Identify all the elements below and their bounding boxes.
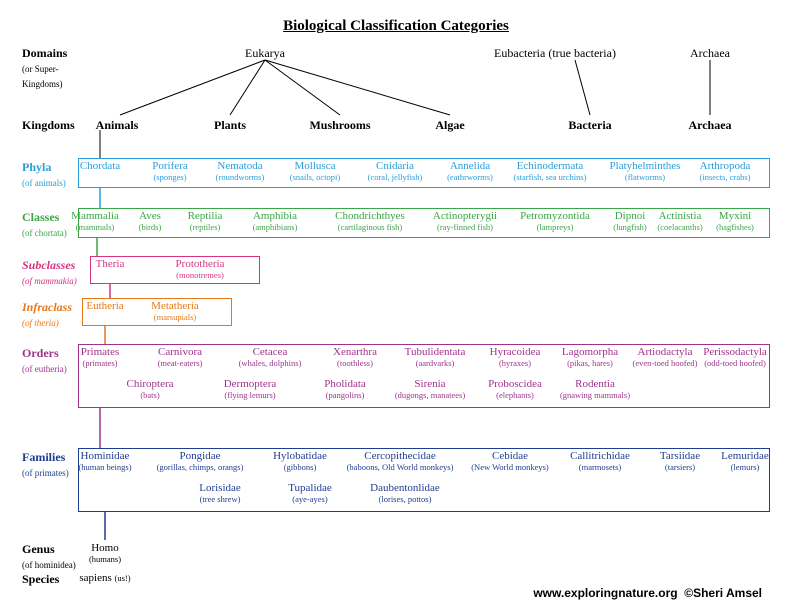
domains-label: Domains(or Super-Kingdoms) [0, 46, 90, 91]
genus-item: Homo(humans) [89, 542, 121, 564]
domain-item-2: Archaea [690, 46, 730, 61]
class-item-9: Myxini(hagfishes) [716, 210, 754, 232]
order-item-3: Xenarthra(toothless) [333, 346, 377, 368]
family-item-7: Lemuridae(lemurs) [721, 450, 769, 472]
family-item-5: Callitrichidae(marmosets) [570, 450, 630, 472]
domain-item-1: Eubacteria (true bacteria) [494, 46, 616, 61]
order-item-b-5: Rodentia(gnawing mammals) [560, 378, 630, 400]
class-item-7: Dipnoi(lungfish) [613, 210, 647, 232]
infraclass-label: Infraclass(of theria) [0, 300, 90, 330]
subclass-item-1: Prototheria(monotremes) [176, 258, 225, 280]
subclass-item-0: Theria [96, 258, 125, 270]
class-item-6: Petromyzontida(lampreys) [520, 210, 590, 232]
page-title: Biological Classification Categories [0, 0, 792, 35]
kingdom-item-1: Plants [214, 118, 246, 133]
family-item-2: Hylobatidae(gibbons) [273, 450, 327, 472]
phylum-item-8: Arthropoda(insects, crabs) [700, 160, 751, 182]
family-item-3: Cercopithecidae(baboons, Old World monke… [347, 450, 454, 472]
family-item-4: Cebidae(New World monkeys) [471, 450, 549, 472]
phylum-item-6: Echinodermata(starfish, sea urchins) [514, 160, 587, 182]
class-item-1: Aves(birds) [139, 210, 162, 232]
class-item-2: Reptilia(reptiles) [188, 210, 223, 232]
order-item-4: Tubulidentata(aardvarks) [405, 346, 466, 368]
order-item-2: Cetacea(whales, dolphins) [239, 346, 302, 368]
order-item-b-3: Sirenia(dugongs, manatees) [395, 378, 465, 400]
family-item-6: Tarsiidae(tarsiers) [660, 450, 700, 472]
order-item-b-0: Chiroptera(bats) [126, 378, 173, 400]
family-item-1: Pongidae(gorillas, chimps, orangs) [157, 450, 244, 472]
kingdoms-label: Kingdoms [0, 118, 90, 133]
order-item-b-2: Pholidata(pangolins) [324, 378, 366, 400]
family-item-b-2: Daubentonlidae(lorises, pottos) [370, 482, 440, 504]
phylum-item-4: Cnidaria(coral, jellyfish) [368, 160, 423, 182]
order-item-8: Perissodactyla(odd-toed hoofed) [703, 346, 767, 368]
infraclass-item-1: Metatheria(marsupials) [151, 300, 199, 322]
families-label: Families(of primates) [0, 450, 90, 480]
kingdom-item-5: Archaea [688, 118, 731, 133]
species-label: Species [0, 572, 90, 587]
class-item-3: Amphibia(amphibians) [253, 210, 298, 232]
phylum-item-2: Nematoda(roundworms) [216, 160, 265, 182]
family-item-0: Hominidae(human beings) [78, 450, 131, 472]
kingdom-item-2: Mushrooms [309, 118, 370, 133]
credit: www.exploringnature.org ©Sheri Amsel [533, 586, 762, 600]
family-item-b-1: Tupalidae(aye-ayes) [288, 482, 332, 504]
infraclass-item-0: Eutheria [86, 300, 123, 312]
orders-label: Orders(of eutheria) [0, 346, 90, 376]
domain-item-0: Eukarya [245, 46, 285, 61]
order-item-5: Hyracoidea(hyraxes) [490, 346, 541, 368]
phylum-item-5: Annelida(eathrworms) [447, 160, 493, 182]
family-item-b-0: Lorisidae(tree shrew) [199, 482, 241, 504]
phyla-label: Phyla(of animals) [0, 160, 90, 190]
order-item-1: Carnivora(meat-eaters) [158, 346, 203, 368]
phylum-item-1: Porifera(sponges) [152, 160, 187, 182]
order-item-7: Artiodactyla(even-toed hoofed) [633, 346, 698, 368]
class-item-5: Actinopterygii(ray-finned fish) [433, 210, 497, 232]
class-item-0: Mammalia(mammals) [71, 210, 119, 232]
order-item-b-4: Proboscidea(elephants) [488, 378, 542, 400]
phylum-item-3: Mollusca(snails, octopi) [290, 160, 341, 182]
kingdom-item-4: Bacteria [568, 118, 611, 133]
order-item-b-1: Dermoptera(flying lemurs) [224, 378, 277, 400]
kingdom-item-3: Algae [435, 118, 464, 133]
class-item-4: Chondrichthyes(cartilaginous fish) [335, 210, 405, 232]
species-item: sapiens (us!) [79, 572, 130, 584]
order-item-0: Primates(primates) [81, 346, 120, 368]
subclasses-label: Subclasses(of mammakia) [0, 258, 90, 288]
phylum-item-7: Platyhelminthes(flatworms) [610, 160, 681, 182]
class-item-8: Actinistia(coelacanths) [657, 210, 702, 232]
order-item-6: Lagomorpha(pikas, hares) [562, 346, 618, 368]
phylum-item-0: Chordata [80, 160, 120, 172]
kingdom-item-0: Animals [96, 118, 139, 133]
genus-label: Genus(of hominidea) [0, 542, 90, 572]
